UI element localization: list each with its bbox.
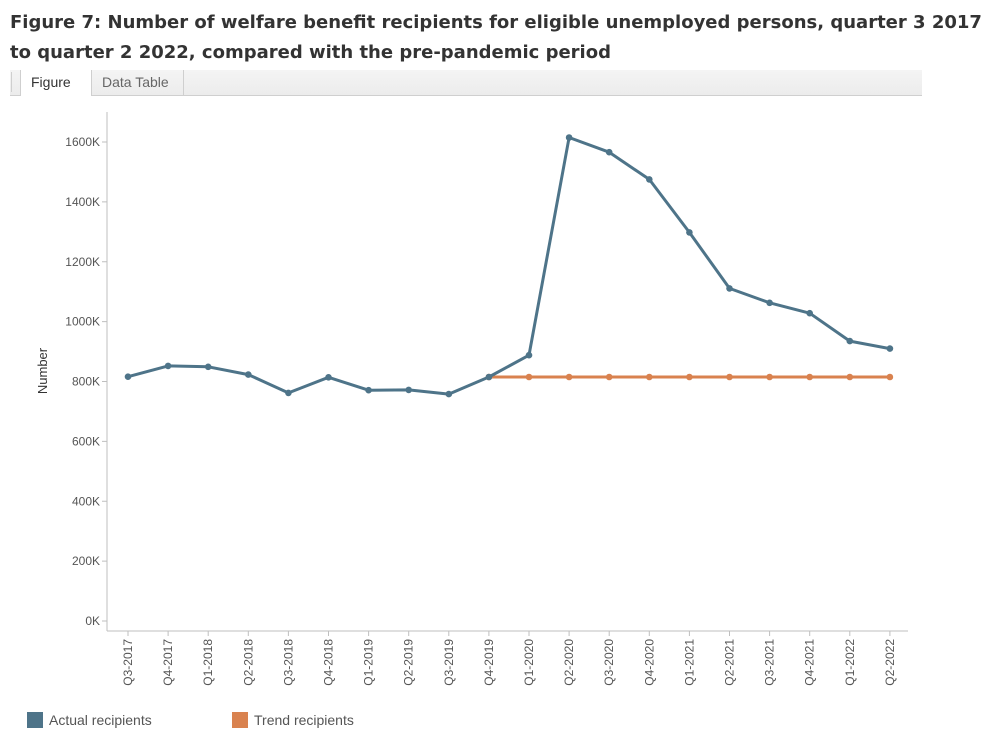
data-point-actual[interactable]: [405, 386, 413, 394]
data-point-trend[interactable]: [766, 373, 773, 381]
x-tick-label: Q3-2019: [442, 639, 456, 686]
x-tick-label: Q2-2019: [402, 639, 416, 686]
data-point-actual[interactable]: [605, 148, 613, 156]
legend-swatch-trend: [232, 712, 248, 728]
legend-label-actual: Actual recipients: [49, 712, 152, 728]
data-point-actual[interactable]: [124, 373, 132, 381]
data-point-trend[interactable]: [846, 373, 854, 381]
y-axis-ticks: 0K 200K 400K 600K 800K 1000K 1200K 1400K 1600K: [65, 135, 107, 628]
y-tick-label: 1600K: [65, 135, 100, 149]
data-point-actual[interactable]: [686, 229, 693, 236]
y-tick-label: 800K: [72, 375, 100, 389]
x-tick-label: Q4-2019: [482, 639, 496, 686]
x-tick-label: Q4-2020: [642, 639, 656, 686]
tab-bar: Figure Data Table: [10, 70, 922, 96]
data-point-actual[interactable]: [886, 345, 894, 352]
data-point-trend[interactable]: [806, 373, 813, 381]
series-layer: [124, 134, 894, 398]
x-tick-label: Q1-2022: [843, 639, 857, 686]
y-tick-label: 1400K: [65, 195, 100, 209]
chart-axes: [106, 112, 908, 632]
data-point-trend[interactable]: [565, 373, 573, 381]
data-point-actual[interactable]: [285, 389, 292, 397]
y-tick-label: 200K: [72, 554, 100, 568]
x-tick-label: Q2-2022: [883, 639, 897, 686]
x-tick-label: Q4-2018: [322, 639, 336, 686]
x-tick-label: Q4-2021: [803, 639, 817, 686]
legend-swatch-actual: [27, 712, 43, 728]
data-point-actual[interactable]: [565, 134, 573, 141]
x-tick-label: Q3-2018: [281, 639, 295, 686]
x-tick-label: Q1-2021: [682, 639, 696, 686]
data-point-actual[interactable]: [325, 374, 332, 381]
tab-data-table[interactable]: Data Table: [92, 70, 184, 95]
data-point-trend[interactable]: [646, 373, 653, 381]
data-point-actual[interactable]: [846, 337, 854, 345]
data-point-trend[interactable]: [525, 373, 533, 381]
x-tick-label: Q3-2020: [602, 639, 616, 686]
x-tick-label: Q2-2021: [723, 639, 737, 686]
y-tick-label: 1000K: [65, 315, 100, 329]
data-point-actual[interactable]: [726, 285, 733, 292]
x-tick-label: Q2-2020: [562, 639, 576, 686]
y-axis-label: Number: [35, 347, 50, 394]
data-point-trend[interactable]: [686, 373, 693, 381]
x-tick-label: Q1-2020: [522, 639, 536, 686]
figure-title: Figure 7: Number of welfare benefit reci…: [10, 12, 982, 63]
data-point-actual[interactable]: [766, 299, 773, 307]
data-point-trend[interactable]: [605, 373, 613, 381]
x-tick-label: Q3-2017: [121, 639, 135, 686]
data-point-actual[interactable]: [445, 390, 453, 398]
y-tick-label: 1200K: [65, 255, 100, 269]
x-tick-label: Q1-2019: [362, 639, 376, 686]
data-point-actual[interactable]: [204, 363, 212, 371]
y-tick-label: 600K: [72, 434, 100, 448]
series-line-actual: [127, 136, 891, 396]
legend-item-actual[interactable]: Actual recipients: [27, 711, 152, 729]
x-axis-ticks: Q3-2017 Q4-2017 Q1-2018 Q2-2018 Q3-2018 Q4-20…: [121, 631, 897, 686]
data-point-actual[interactable]: [646, 176, 653, 183]
data-point-trend[interactable]: [886, 373, 894, 381]
legend-label-trend: Trend recipients: [254, 712, 354, 728]
x-tick-label: Q1-2018: [201, 639, 215, 686]
data-point-actual[interactable]: [806, 309, 813, 317]
y-tick-label: 0K: [85, 614, 100, 628]
data-point-actual[interactable]: [525, 351, 533, 359]
data-point-actual[interactable]: [164, 362, 172, 370]
y-tick-label: 400K: [72, 494, 100, 508]
data-point-actual[interactable]: [365, 386, 372, 394]
x-tick-label: Q2-2018: [241, 639, 255, 686]
data-point-actual[interactable]: [245, 371, 252, 378]
legend-item-trend[interactable]: Trend recipients: [232, 711, 354, 729]
x-tick-label: Q3-2021: [763, 639, 777, 686]
data-point-trend[interactable]: [726, 373, 733, 381]
data-point-actual[interactable]: [485, 373, 493, 381]
x-tick-label: Q4-2017: [161, 639, 175, 686]
tab-figure[interactable]: Figure: [11, 70, 92, 96]
